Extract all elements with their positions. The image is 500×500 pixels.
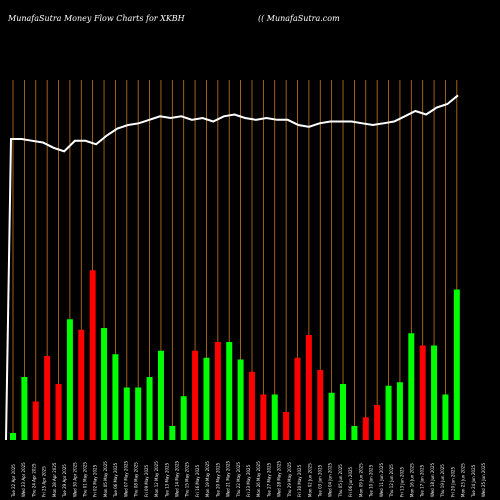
x-tick-label-34: Mon 09 Jun 2025 bbox=[358, 463, 363, 497]
x-tick-label-9: Mon 05 May 2025 bbox=[103, 461, 108, 497]
bar-24 bbox=[283, 412, 290, 440]
x-tick-label-46: Wed 25 Jun 2025 bbox=[481, 462, 486, 497]
bar-19 bbox=[226, 342, 233, 440]
bar-13 bbox=[157, 350, 164, 440]
bar-5 bbox=[66, 319, 73, 440]
bar-38 bbox=[442, 394, 449, 440]
bar-10 bbox=[123, 387, 130, 440]
x-tick-label-42: Thu 19 Jun 2025 bbox=[440, 464, 445, 498]
bar-20 bbox=[237, 359, 244, 440]
x-tick-label-28: Fri 30 May 2025 bbox=[297, 464, 302, 497]
x-tick-label-14: Mon 12 May 2025 bbox=[154, 461, 159, 497]
bar-30 bbox=[351, 426, 358, 440]
bar-31 bbox=[362, 417, 369, 440]
bar-4 bbox=[55, 384, 62, 440]
bar-1 bbox=[21, 377, 28, 440]
x-tick-label-38: Fri 13 Jun 2025 bbox=[399, 466, 404, 497]
bar-7 bbox=[89, 270, 96, 440]
x-tick-label-35: Tue 10 Jun 2025 bbox=[369, 464, 374, 498]
x-tick-label-29: Mon 02 Jun 2025 bbox=[307, 463, 312, 497]
bar-36 bbox=[419, 345, 426, 440]
x-tick-label-1: Wed 23 Apr 2025 bbox=[21, 462, 26, 497]
bar-17 bbox=[203, 357, 210, 440]
x-tick-label-16: Wed 14 May 2025 bbox=[174, 460, 179, 497]
x-tick-label-39: Mon 16 Jun 2025 bbox=[409, 463, 414, 497]
chart-title: MunafaSutra Money Flow Charts for XKBH bbox=[8, 14, 185, 23]
x-tick-label-22: Thu 22 May 2025 bbox=[236, 462, 241, 498]
x-tick-label-25: Tue 27 May 2025 bbox=[266, 462, 271, 498]
bar-2 bbox=[32, 401, 39, 440]
bar-21 bbox=[248, 371, 255, 440]
bar-28 bbox=[328, 392, 335, 440]
bar-18 bbox=[214, 342, 221, 440]
x-tick-label-37: Thu 12 Jun 2025 bbox=[389, 464, 394, 498]
x-tick-label-43: Fri 20 Jun 2025 bbox=[450, 466, 455, 497]
x-tick-label-27: Thu 29 May 2025 bbox=[287, 462, 292, 498]
x-tick-label-7: Thu 01 May 2025 bbox=[83, 462, 88, 498]
x-tick-label-20: Tue 20 May 2025 bbox=[215, 462, 220, 498]
bar-35 bbox=[408, 333, 415, 440]
bar-6 bbox=[78, 329, 85, 440]
bar-39 bbox=[453, 289, 460, 440]
x-tick-label-19: Mon 19 May 2025 bbox=[205, 461, 210, 497]
x-tick-label-18: Fri 16 May 2025 bbox=[195, 464, 200, 497]
site-watermark: (( MunafaSutra.com bbox=[258, 14, 340, 23]
x-tick-label-24: Mon 26 May 2025 bbox=[256, 461, 261, 497]
x-tick-label-6: Wed 30 Apr 2025 bbox=[72, 462, 77, 497]
x-tick-label-31: Wed 04 Jun 2025 bbox=[328, 462, 333, 497]
x-axis-labels: Tue 22 Apr 2025 Wed 23 Apr 2025 Thu 24 Apr… bbox=[11, 460, 486, 498]
bar-32 bbox=[374, 405, 381, 440]
bar-15 bbox=[180, 396, 187, 440]
x-tick-label-36: Wed 11 Jun 2025 bbox=[379, 462, 384, 497]
bar-series bbox=[10, 270, 460, 440]
bar-3 bbox=[44, 356, 51, 440]
x-tick-label-12: Thu 08 May 2025 bbox=[134, 462, 139, 498]
x-tick-label-5: Tue 29 Apr 2025 bbox=[62, 464, 67, 498]
x-tick-label-23: Fri 23 May 2025 bbox=[246, 464, 251, 497]
x-tick-label-17: Thu 15 May 2025 bbox=[185, 462, 190, 498]
bar-27 bbox=[317, 370, 324, 440]
x-tick-label-30: Tue 03 Jun 2025 bbox=[318, 464, 323, 498]
x-tick-label-2: Thu 24 Apr 2025 bbox=[31, 463, 36, 498]
bar-8 bbox=[101, 328, 108, 440]
bar-34 bbox=[396, 382, 403, 440]
x-tick-label-4: Mon 28 Apr 2025 bbox=[52, 462, 57, 497]
bar-12 bbox=[146, 377, 153, 440]
x-tick-label-41: Wed 18 Jun 2025 bbox=[430, 462, 435, 497]
x-tick-label-26: Wed 28 May 2025 bbox=[277, 460, 282, 497]
x-tick-label-21: Wed 21 May 2025 bbox=[226, 460, 231, 497]
bar-25 bbox=[294, 357, 301, 440]
x-tick-label-13: Fri 09 May 2025 bbox=[144, 464, 149, 497]
x-tick-label-40: Tue 17 Jun 2025 bbox=[420, 464, 425, 498]
x-tick-label-33: Fri 06 Jun 2025 bbox=[348, 466, 353, 497]
bar-0 bbox=[10, 433, 16, 440]
money-flow-line bbox=[5, 94, 459, 441]
x-tick-label-0: Tue 22 Apr 2025 bbox=[11, 464, 16, 498]
bar-22 bbox=[260, 394, 267, 440]
x-tick-label-11: Wed 07 May 2025 bbox=[123, 460, 128, 497]
bar-11 bbox=[135, 387, 142, 440]
bar-14 bbox=[169, 426, 176, 440]
x-tick-label-8: Fri 02 May 2025 bbox=[93, 464, 98, 497]
bar-29 bbox=[340, 384, 347, 440]
bar-16 bbox=[192, 350, 199, 440]
x-tick-label-15: Tue 13 May 2025 bbox=[164, 462, 169, 498]
x-tick-label-3: Fri 25 Apr 2025 bbox=[42, 466, 47, 497]
bar-26 bbox=[305, 335, 312, 440]
bar-23 bbox=[271, 394, 278, 440]
x-tick-label-10: Tue 06 May 2025 bbox=[113, 462, 118, 498]
x-tick-label-44: Mon 23 Jun 2025 bbox=[461, 463, 466, 497]
bar-37 bbox=[431, 345, 438, 440]
bar-9 bbox=[112, 354, 119, 440]
x-tick-label-45: Tue 24 Jun 2025 bbox=[471, 464, 476, 498]
x-tick-label-32: Thu 05 Jun 2025 bbox=[338, 464, 343, 498]
bar-33 bbox=[385, 385, 392, 440]
